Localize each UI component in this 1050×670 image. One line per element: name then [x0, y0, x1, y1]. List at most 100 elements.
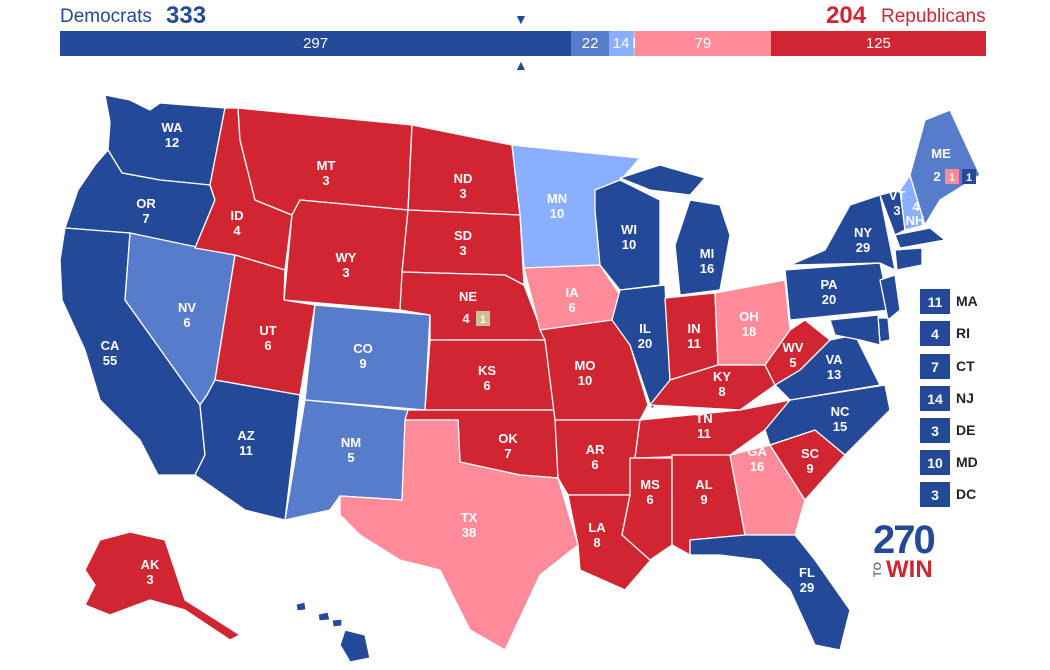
- small-state-DC[interactable]: 3 DC: [920, 482, 1030, 507]
- bar-segment-lean-rep: 79: [634, 31, 771, 56]
- label-SD: SD 3: [454, 228, 472, 258]
- state-HI-islands[interactable]: [295, 601, 343, 628]
- label-AK: AK 3: [141, 557, 160, 587]
- label-IA: IA 6: [566, 285, 580, 315]
- label-AZ: AZ 11: [237, 428, 254, 458]
- rep-label: Republicans: [881, 6, 986, 27]
- label-ME: ME: [931, 146, 951, 161]
- label-ND: ND 3: [454, 171, 473, 201]
- label-IN: IN 11: [687, 321, 701, 351]
- state-TX[interactable]: [339, 419, 579, 651]
- state-AK[interactable]: [84, 531, 241, 641]
- small-state-name: MD: [956, 454, 978, 470]
- label-MN: MN 10: [547, 191, 567, 221]
- state-MD[interactable]: [829, 314, 881, 346]
- state-CO[interactable]: [304, 304, 431, 411]
- logo-to: TO: [872, 562, 884, 578]
- small-state-NJ[interactable]: 14 NJ: [920, 386, 1030, 411]
- small-state-ev: 4: [920, 321, 950, 346]
- state-ME[interactable]: [909, 109, 981, 226]
- label-NY: NY 29: [854, 225, 872, 255]
- label-CA: CA 55: [101, 338, 120, 368]
- tally-header: Democrats 333 204 Republicans ▼ ▲: [0, 0, 1050, 72]
- label-MO: MO 10: [575, 358, 596, 388]
- label-NC: NC 15: [831, 404, 850, 434]
- state-labels: WA 12 OR 7 CA 55 NV 6 ID 4 MT 3 WY 3 UT 6 AZ 11 C…: [101, 120, 951, 662]
- state-FL[interactable]: [689, 534, 851, 651]
- label-TN: TN 11: [695, 411, 712, 441]
- me-district-dem-badge: [962, 169, 976, 184]
- logo-number: 270: [873, 518, 936, 562]
- label-NV: NV 6: [178, 300, 196, 330]
- bar-segment-likely-dem: 22: [571, 31, 610, 56]
- state-ND[interactable]: [407, 124, 521, 216]
- small-state-DE[interactable]: 3 DE: [920, 418, 1030, 443]
- label-IL: IL 20: [638, 321, 652, 351]
- bar-segment-tossup: 1: [633, 31, 635, 56]
- state-MA[interactable]: [894, 227, 946, 249]
- bar-segment-lean-dem: 14: [609, 31, 634, 56]
- electoral-vote-bar: 297 22 14 1 79 125: [60, 31, 986, 56]
- label-AL: AL 9: [695, 477, 712, 507]
- us-electoral-map: WA 12 OR 7 CA 55 NV 6 ID 4 MT 3 WY 3 UT 6 AZ 11 C…: [59, 94, 981, 663]
- small-state-MD[interactable]: 10 MD: [920, 450, 1030, 475]
- label-UT: UT 6: [259, 323, 276, 353]
- label-KY: KY 8: [713, 369, 731, 399]
- state-MI[interactable]: [674, 199, 731, 296]
- label-CO: CO 9: [353, 341, 373, 371]
- me-district-rep-badge: [945, 169, 959, 184]
- label-HI: HI 4: [316, 632, 329, 662]
- small-state-ev: 14: [920, 386, 950, 411]
- ne-district-tossup-value: 1: [480, 314, 486, 326]
- label-FL: FL 29: [799, 565, 815, 595]
- state-MI-up[interactable]: [619, 164, 706, 196]
- bar-segment-safe-rep: 125: [770, 31, 986, 56]
- label-NM: NM 5: [341, 435, 361, 465]
- small-state-RI[interactable]: 4 RI: [920, 321, 1030, 346]
- state-IL[interactable]: [611, 284, 671, 411]
- 270towin-logo[interactable]: 270 TO WIN: [872, 518, 943, 583]
- district-splits: 1 1 1: [476, 169, 976, 326]
- small-state-name: DC: [956, 486, 977, 502]
- dem-label: Democrats: [60, 6, 152, 27]
- state-GA[interactable]: [729, 444, 806, 536]
- state-WY[interactable]: [283, 199, 409, 311]
- state-AZ[interactable]: [194, 379, 301, 521]
- small-state-ev: 11: [920, 289, 950, 314]
- small-state-name: RI: [956, 325, 970, 341]
- me-district-rep-value: 1: [949, 172, 955, 184]
- small-state-ev: 10: [920, 450, 950, 475]
- small-state-MA[interactable]: 11 MA: [920, 289, 1030, 314]
- label-SC: SC 9: [801, 446, 820, 476]
- label-LA: LA 8: [588, 520, 606, 550]
- state-WV[interactable]: [764, 319, 831, 386]
- state-NC[interactable]: [764, 384, 891, 456]
- label-NH: 4 NH: [906, 199, 925, 228]
- small-state-name: NJ: [956, 390, 974, 406]
- label-OH: OH 18: [739, 309, 759, 339]
- label-WI: WI 10: [621, 222, 637, 252]
- me-district-dem-value: 1: [966, 172, 972, 184]
- state-NY[interactable]: [789, 194, 896, 271]
- state-NJ[interactable]: [879, 274, 901, 321]
- label-ME-ev: 2: [933, 169, 940, 184]
- label-KS: KS 6: [478, 363, 496, 393]
- state-HI[interactable]: [339, 629, 371, 663]
- small-state-name: DE: [956, 422, 976, 438]
- small-state-ev: 3: [920, 482, 950, 507]
- label-WA: WA 12: [162, 120, 184, 150]
- ne-district-tossup-badge: [476, 311, 490, 326]
- label-PA: PA 20: [820, 277, 838, 307]
- label-WV: WV 5: [783, 340, 804, 370]
- dem-total: 333: [166, 2, 207, 29]
- small-state-ev: 7: [920, 354, 950, 379]
- label-WY: WY 3: [336, 250, 357, 280]
- small-state-CT[interactable]: 7 CT: [920, 354, 1030, 379]
- rep-total: 204: [826, 2, 867, 29]
- label-TX: TX 38: [461, 510, 478, 540]
- label-NE: NE 4: [459, 289, 477, 326]
- logo-win: WIN: [886, 556, 933, 583]
- state-CT[interactable]: [894, 247, 923, 271]
- small-state-name: CT: [956, 358, 975, 374]
- label-MT: MT 3: [317, 158, 336, 188]
